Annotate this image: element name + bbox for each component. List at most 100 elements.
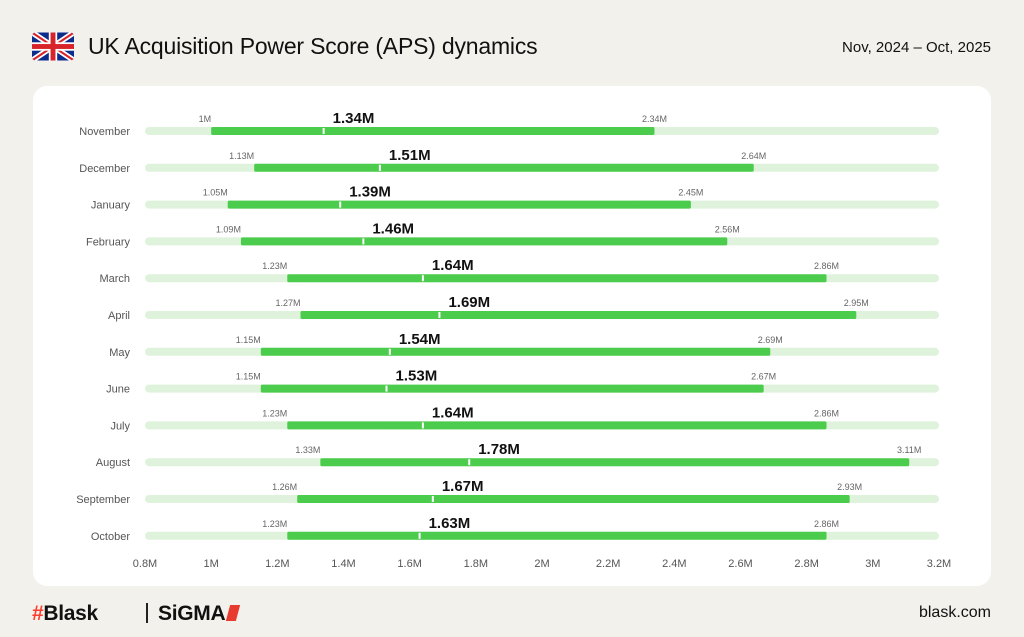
- median-value-label: 1.51M: [389, 147, 431, 164]
- max-value-label: 2.86M: [814, 261, 839, 271]
- month-label: January: [91, 200, 131, 212]
- range-bar: [260, 347, 771, 356]
- median-tick: [339, 201, 342, 208]
- month-label: April: [108, 310, 130, 322]
- min-value-label: 1.15M: [236, 335, 261, 345]
- aps-range-chart: November 1M 2.34M 1.34M December 1.13M 2.64M 1.…: [76, 110, 951, 570]
- logo-divider: [146, 603, 148, 623]
- x-tick-label: 3.2M: [927, 558, 951, 570]
- blask-logo: #Blask: [32, 602, 98, 626]
- x-tick-label: 1.2M: [265, 558, 289, 570]
- median-value-label: 1.78M: [478, 441, 520, 458]
- header: UK Acquisition Power Score (APS) dynamic…: [0, 0, 1024, 90]
- month-label: October: [91, 531, 130, 543]
- max-value-label: 2.86M: [814, 408, 839, 418]
- median-tick: [438, 312, 441, 318]
- min-value-label: 1.15M: [236, 372, 261, 382]
- median-tick: [468, 459, 471, 466]
- month-label: July: [110, 420, 130, 432]
- min-value-label: 1M: [199, 114, 212, 124]
- median-tick: [378, 164, 381, 171]
- x-tick-label: 2.6M: [728, 558, 752, 570]
- chart-card: November 1M 2.34M 1.34M December 1.13M 2.64M 1.…: [33, 86, 991, 586]
- month-label: June: [106, 384, 130, 396]
- max-value-label: 2.67M: [751, 372, 776, 382]
- median-value-label: 1.34M: [333, 110, 375, 127]
- min-value-label: 1.23M: [262, 408, 287, 418]
- max-value-label: 2.34M: [642, 114, 667, 124]
- range-bar: [240, 237, 728, 246]
- median-value-label: 1.63M: [429, 515, 471, 532]
- median-value-label: 1.46M: [372, 220, 414, 237]
- month-label: November: [79, 126, 130, 138]
- month-label: February: [86, 236, 131, 248]
- min-value-label: 1.05M: [203, 188, 228, 198]
- max-value-label: 2.64M: [741, 151, 766, 161]
- sigma-logo: SiGMA: [158, 602, 241, 626]
- x-tick-label: 2.8M: [794, 558, 818, 570]
- median-value-label: 1.64M: [432, 404, 474, 421]
- x-tick-label: 1M: [204, 558, 219, 570]
- blask-logo-text: Blask: [43, 602, 98, 625]
- max-value-label: 2.69M: [758, 335, 783, 345]
- range-bar: [300, 311, 857, 319]
- min-value-label: 1.09M: [216, 224, 241, 234]
- website-link[interactable]: blask.com: [918, 604, 991, 621]
- x-tick-label: 3M: [865, 558, 880, 570]
- max-value-label: 2.45M: [678, 188, 703, 198]
- month-label: September: [76, 494, 130, 506]
- page-title: UK Acquisition Power Score (APS) dynamic…: [88, 33, 538, 59]
- sigma-logo-text: SiGMA: [158, 602, 226, 625]
- month-label: August: [96, 457, 130, 469]
- range-bar: [254, 163, 754, 172]
- x-tick-label: 1.6M: [397, 558, 421, 570]
- median-tick: [421, 275, 424, 282]
- median-tick: [421, 422, 424, 429]
- month-label: May: [109, 347, 130, 359]
- range-bar: [287, 421, 827, 430]
- range-bar: [297, 495, 850, 503]
- median-value-label: 1.39M: [349, 184, 391, 201]
- median-value-label: 1.69M: [448, 294, 490, 311]
- range-bar: [287, 531, 827, 540]
- min-value-label: 1.27M: [275, 298, 300, 308]
- min-value-label: 1.26M: [272, 482, 297, 492]
- range-bar: [211, 127, 655, 135]
- max-value-label: 2.95M: [844, 298, 869, 308]
- max-value-label: 2.86M: [814, 519, 839, 529]
- x-tick-label: 2M: [534, 558, 549, 570]
- median-tick: [418, 532, 421, 539]
- max-value-label: 2.93M: [837, 482, 862, 492]
- min-value-label: 1.33M: [295, 445, 320, 455]
- x-tick-label: 2.4M: [662, 558, 686, 570]
- median-tick: [388, 348, 391, 355]
- median-value-label: 1.53M: [396, 368, 438, 385]
- x-tick-label: 0.8M: [133, 558, 157, 570]
- x-tick-label: 2.2M: [596, 558, 620, 570]
- median-value-label: 1.54M: [399, 331, 441, 348]
- median-tick: [385, 385, 388, 392]
- min-value-label: 1.23M: [262, 519, 287, 529]
- median-tick: [431, 496, 434, 502]
- x-tick-label: 1.8M: [464, 558, 488, 570]
- range-bar: [227, 200, 691, 209]
- median-tick: [322, 128, 325, 134]
- month-label: December: [79, 163, 130, 175]
- median-value-label: 1.64M: [432, 257, 474, 274]
- range-bar: [320, 458, 910, 467]
- uk-flag-icon: [32, 32, 74, 61]
- footer: #Blask SiGMA blask.com: [0, 590, 1024, 637]
- sigma-logo-mark: [226, 605, 241, 621]
- range-bar: [260, 384, 764, 393]
- min-value-label: 1.13M: [229, 151, 254, 161]
- month-label: March: [99, 273, 130, 285]
- date-range: Nov, 2024 – Oct, 2025: [842, 39, 991, 56]
- max-value-label: 2.56M: [715, 224, 740, 234]
- median-tick: [362, 238, 365, 245]
- range-bar: [287, 274, 827, 283]
- min-value-label: 1.23M: [262, 261, 287, 271]
- median-value-label: 1.67M: [442, 478, 484, 495]
- x-tick-label: 1.4M: [331, 558, 355, 570]
- max-value-label: 3.11M: [897, 445, 921, 455]
- blask-logo-hash: #: [32, 602, 44, 625]
